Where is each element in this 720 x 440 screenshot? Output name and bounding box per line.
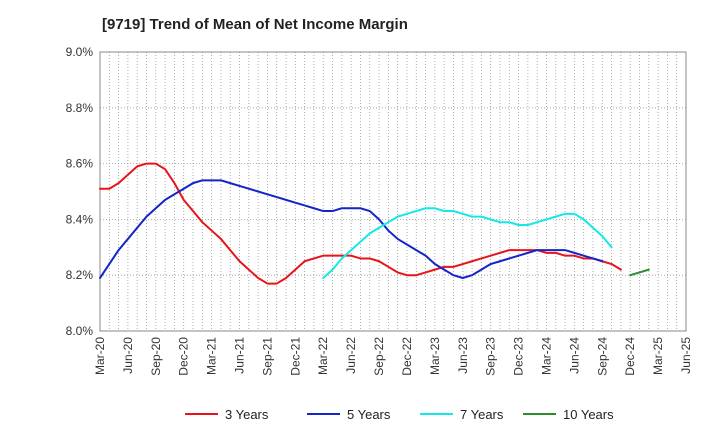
x-tick-label: Mar-20	[93, 337, 107, 375]
x-tick-label: Sep-22	[372, 337, 386, 376]
x-tick-label: Dec-21	[288, 337, 302, 376]
legend-label: 3 Years	[225, 407, 269, 422]
x-tick-label: Jun-24	[567, 337, 581, 374]
chart-title: [9719] Trend of Mean of Net Income Margi…	[102, 16, 408, 33]
x-tick-label: Sep-23	[484, 337, 498, 376]
x-tick-label: Jun-21	[233, 337, 247, 374]
y-tick-label: 8.2%	[66, 268, 94, 282]
x-tick-label: Dec-22	[400, 337, 414, 376]
x-tick-label: Dec-20	[177, 337, 191, 376]
legend: 3 Years 5 Years 7 Years 10 Years	[185, 407, 614, 422]
x-tick-label: Jun-22	[344, 337, 358, 374]
x-tick-label: Jun-25	[679, 337, 693, 374]
x-tick-label: Jun-23	[456, 337, 470, 374]
series-line-10-years	[629, 268, 650, 277]
x-tick-label: Jun-20	[121, 337, 135, 374]
x-tick-label: Sep-20	[149, 337, 163, 376]
series-group	[99, 162, 650, 285]
x-tick-label: Mar-21	[205, 337, 219, 375]
legend-label: 7 Years	[460, 407, 504, 422]
axes: 9.0% 8.8% 8.6% 8.4% 8.2% 8.0%Mar-20 Jun-20 Sep-…	[66, 45, 693, 376]
x-tick-label: Mar-22	[316, 337, 330, 375]
legend-label: 10 Years	[563, 407, 614, 422]
y-tick-label: 8.4%	[66, 212, 94, 226]
plot-frame	[99, 51, 687, 332]
x-tick-label: Dec-23	[512, 337, 526, 376]
series-line-5-years	[99, 179, 604, 279]
series-line-7-years	[322, 207, 613, 279]
y-tick-label: 8.6%	[66, 157, 94, 171]
y-tick-label: 8.0%	[66, 324, 94, 338]
x-tick-label: Mar-25	[651, 337, 665, 375]
x-tick-label: Sep-24	[595, 337, 609, 376]
y-tick-label: 8.8%	[66, 101, 94, 115]
x-tick-label: Mar-23	[428, 337, 442, 375]
legend-label: 5 Years	[347, 407, 391, 422]
x-tick-label: Sep-21	[260, 337, 274, 376]
y-tick-label: 9.0%	[66, 45, 94, 59]
x-tick-label: Mar-24	[539, 337, 553, 375]
grid	[100, 52, 686, 331]
x-tick-label: Dec-24	[623, 337, 637, 376]
